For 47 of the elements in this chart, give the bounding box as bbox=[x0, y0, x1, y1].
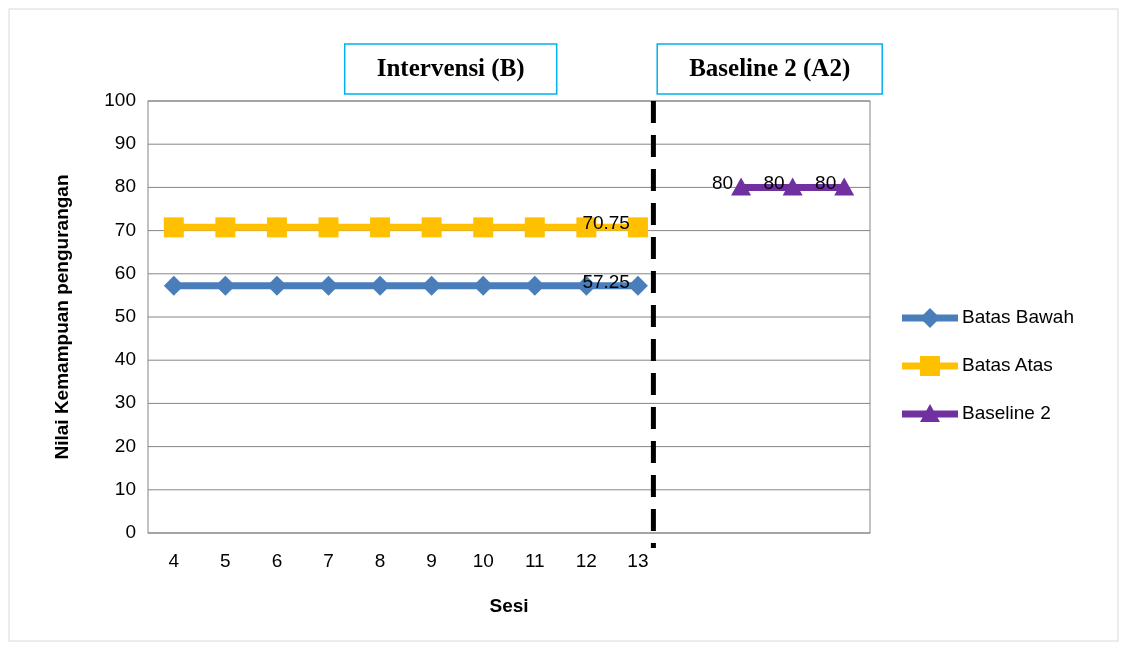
y-tick-label: 40 bbox=[114, 348, 136, 370]
legend-label: Batas Bawah bbox=[962, 306, 1074, 328]
point bbox=[834, 177, 855, 196]
point bbox=[215, 275, 236, 296]
x-tick-label: 4 bbox=[168, 550, 180, 571]
x-tick-label: 12 bbox=[575, 550, 597, 571]
point bbox=[473, 217, 494, 238]
x-tick-label: 13 bbox=[627, 550, 649, 571]
y-tick-label: 30 bbox=[114, 391, 136, 413]
y-tick-label: 10 bbox=[114, 477, 136, 499]
y-tick-label: 0 bbox=[125, 521, 136, 543]
y-tick-label: 100 bbox=[104, 89, 136, 111]
x-tick-label: 5 bbox=[220, 550, 231, 571]
point bbox=[266, 217, 287, 238]
point bbox=[524, 217, 545, 238]
point bbox=[421, 275, 442, 296]
point bbox=[318, 217, 339, 238]
point bbox=[370, 217, 391, 238]
x-tick-label: 11 bbox=[524, 550, 545, 571]
point bbox=[163, 217, 184, 238]
y-tick-label: 80 bbox=[114, 175, 136, 197]
data-label: 80 bbox=[763, 172, 785, 194]
point bbox=[782, 177, 803, 196]
x-tick-label: 10 bbox=[472, 550, 494, 571]
point bbox=[421, 217, 442, 238]
y-tick-label: 50 bbox=[114, 305, 136, 327]
x-tick-label: 9 bbox=[426, 550, 437, 571]
y-tick-label: 90 bbox=[114, 132, 136, 154]
text: Baseline 2 (A2) bbox=[689, 53, 851, 82]
x-axis-title: Sesi bbox=[489, 595, 529, 616]
x-tick-label: 8 bbox=[374, 550, 386, 571]
legend-label: Baseline 2 bbox=[962, 402, 1051, 424]
point bbox=[627, 217, 648, 238]
y-tick-label: 70 bbox=[114, 218, 136, 240]
legend-label: Batas Atas bbox=[962, 354, 1053, 376]
y-tick-label: 60 bbox=[114, 261, 136, 283]
data-label: 80 bbox=[815, 172, 837, 194]
text: Intervensi (B) bbox=[376, 53, 525, 82]
point bbox=[731, 177, 752, 196]
x-tick-label: 6 bbox=[271, 550, 283, 571]
point bbox=[215, 217, 236, 238]
point bbox=[318, 275, 339, 296]
point bbox=[163, 275, 184, 296]
y-axis-title: Nilai Kemampuan pengurangan bbox=[51, 174, 72, 460]
data-label: 80 bbox=[711, 172, 734, 194]
x-tick-label: 7 bbox=[323, 550, 334, 571]
y-tick-label: 20 bbox=[114, 434, 136, 456]
